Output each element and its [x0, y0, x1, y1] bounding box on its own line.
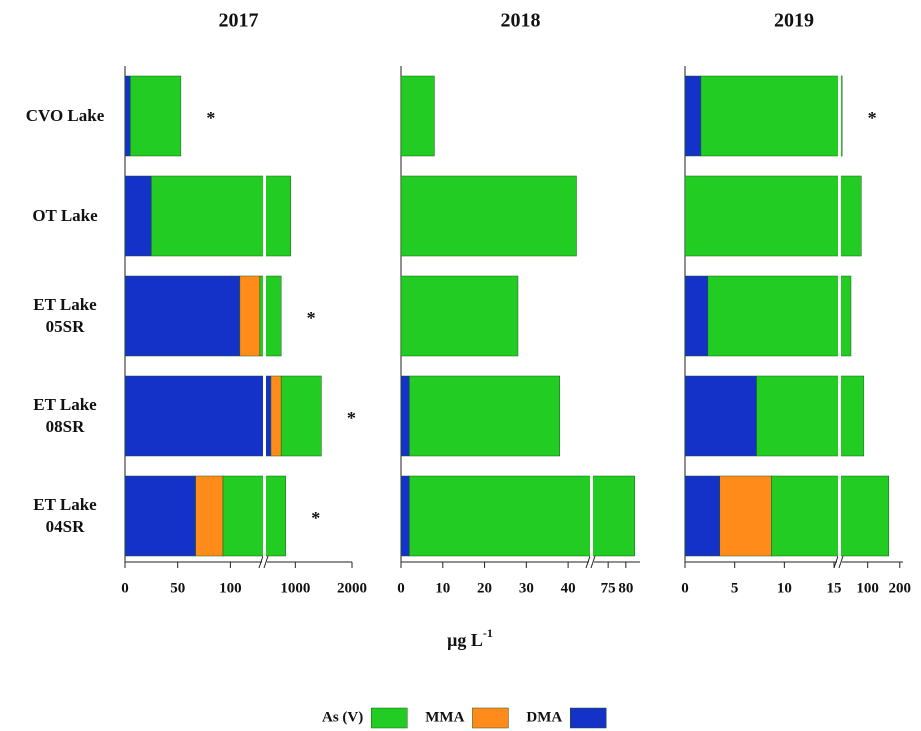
bar-segment [195, 475, 224, 557]
legend-swatch [472, 707, 509, 729]
bar-segment [400, 475, 410, 557]
axis-break [590, 555, 596, 569]
axis-break [258, 555, 264, 569]
bar-segment [756, 375, 865, 457]
bar-segment [239, 275, 261, 357]
x-tick-label: 100 [856, 580, 879, 596]
axis-break [833, 555, 839, 569]
bar-segment [684, 475, 721, 557]
break-gap [838, 375, 841, 457]
x-tick-label: 100 [219, 580, 242, 596]
annotation: * [311, 508, 320, 528]
legend-label: DMA [526, 709, 562, 725]
bar-segment [684, 375, 757, 457]
bar-segment [771, 475, 890, 557]
bar-segment [130, 75, 182, 157]
break-gap [838, 75, 841, 157]
x-tick-label: 80 [618, 580, 633, 596]
bar-segment [400, 375, 410, 457]
x-tick-label: 15 [827, 580, 842, 596]
bar-segment [222, 475, 286, 557]
x-tick-label: 10 [435, 580, 450, 596]
break-gap [263, 175, 266, 257]
annotation: * [347, 408, 356, 428]
bar-segment [684, 175, 862, 257]
x-tick-label: 75 [601, 580, 616, 596]
x-tick-label: 0 [681, 580, 689, 596]
x-tick-label: 30 [519, 580, 534, 596]
bar-segment [280, 375, 322, 457]
bar-segment [400, 75, 435, 157]
bar-segment [124, 275, 241, 357]
bar-segment [124, 75, 131, 157]
bar-segment [124, 175, 152, 257]
x-tick-label: 0 [121, 580, 129, 596]
bar-segment [400, 175, 577, 257]
x-tick-label: 0 [397, 580, 405, 596]
y-tick-label: ET Lake 04SR [33, 495, 97, 536]
legend-swatch [371, 707, 408, 729]
x-axis-label-sup: -1 [483, 626, 493, 640]
bar-segment [409, 475, 635, 557]
bar-segment [409, 375, 561, 457]
panel-title: 2019 [774, 10, 814, 32]
annotation: * [868, 108, 877, 128]
x-tick-label: 200 [889, 580, 912, 596]
legend-label: As (V) [322, 709, 363, 725]
bar-segment [719, 475, 772, 557]
bar-segment [707, 275, 852, 357]
x-tick-label: 5 [731, 580, 739, 596]
bar-segment [270, 375, 282, 457]
break-gap [263, 275, 266, 357]
y-tick-label: ET Lake 08SR [33, 395, 97, 436]
x-tick-label: 10 [777, 580, 792, 596]
bar-segment [684, 75, 702, 157]
bar-segment [700, 75, 843, 157]
legend-label: MMA [425, 709, 464, 725]
x-tick-label: 40 [561, 580, 576, 596]
axis-break [838, 555, 844, 569]
x-tick-label: 20 [477, 580, 492, 596]
break-gap [838, 175, 841, 257]
x-tick-label: 50 [170, 580, 185, 596]
x-axis-label-text: μg L [447, 630, 483, 650]
y-tick-label: CVO Lake [25, 106, 105, 125]
axis-break [585, 555, 591, 569]
annotation: * [206, 108, 215, 128]
break-gap [590, 475, 593, 557]
break-gap [263, 375, 266, 457]
y-tick-label: OT Lake [32, 206, 98, 225]
bar-segment [684, 275, 709, 357]
break-gap [263, 475, 266, 557]
break-gap [838, 475, 841, 557]
bar-segment [400, 275, 519, 357]
bar-segment [151, 175, 292, 257]
panel-title: 2018 [501, 10, 541, 32]
bar-segment [124, 475, 196, 557]
y-tick-label: ET Lake 05SR [33, 295, 97, 336]
legend-swatch [569, 707, 607, 729]
break-gap [838, 275, 841, 357]
x-tick-label: 2000 [337, 580, 367, 596]
annotation: * [307, 308, 316, 328]
panel-title: 2017 [219, 10, 259, 32]
x-tick-label: 1000 [280, 580, 310, 596]
bar-segment [124, 375, 272, 457]
axis-break [263, 555, 269, 569]
x-axis-label: μg L-1 [447, 626, 493, 650]
